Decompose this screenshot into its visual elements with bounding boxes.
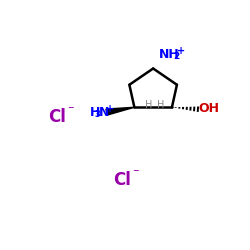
Text: OH: OH <box>199 102 220 115</box>
Text: +: + <box>177 46 185 56</box>
Text: H: H <box>90 106 100 118</box>
Text: H: H <box>157 100 164 110</box>
Text: +: + <box>106 104 114 114</box>
Text: Cl: Cl <box>114 171 131 189</box>
Text: ⁻: ⁻ <box>132 168 139 180</box>
Text: N: N <box>99 106 109 118</box>
Text: 3: 3 <box>95 110 101 119</box>
Text: ⁻: ⁻ <box>67 104 74 117</box>
Text: 2: 2 <box>173 52 179 61</box>
Text: H: H <box>145 100 152 110</box>
Polygon shape <box>106 107 134 115</box>
Text: Cl: Cl <box>48 108 66 126</box>
Text: NH: NH <box>159 48 180 60</box>
